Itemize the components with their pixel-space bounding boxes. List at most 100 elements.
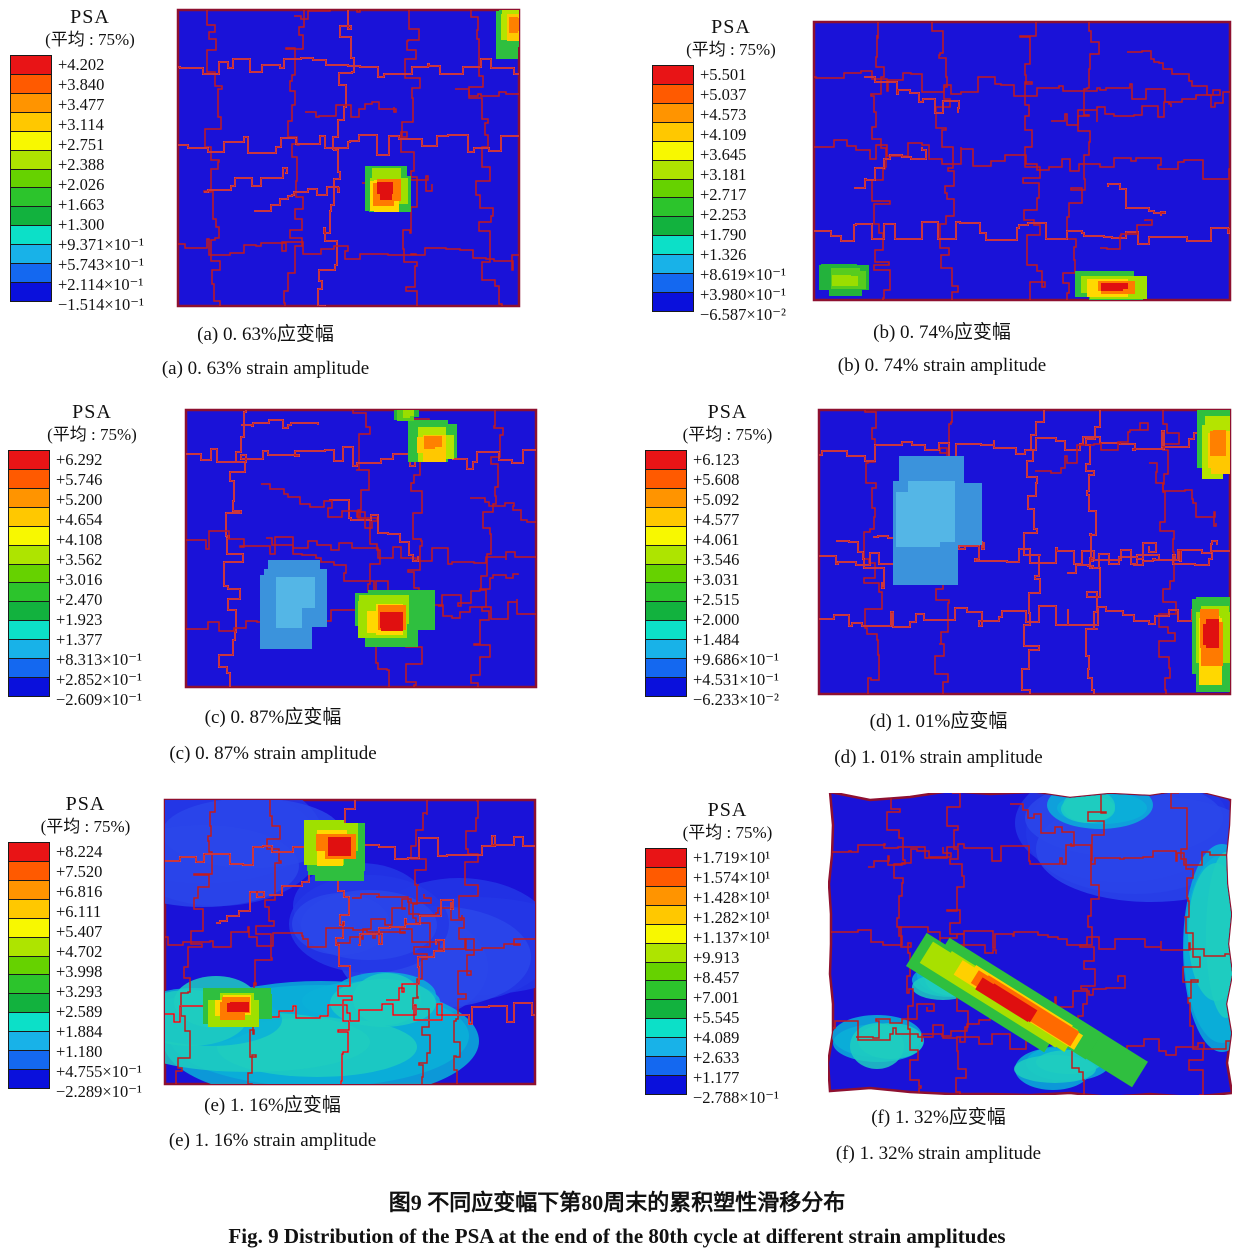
legend-value: +5.501 — [700, 65, 747, 84]
legend-f: PSA (平均 : 75%) +1.719×10¹ +1.574×10¹ +1.42… — [645, 798, 810, 1107]
panel-b: PSA (平均 : 75%) +5.501 +5.037 +4.573 +4.109 +… — [652, 5, 1232, 397]
legend-scale: +1.719×10¹ +1.574×10¹ +1.428×10¹ +1.282×10¹… — [645, 848, 810, 1107]
legend-color-swatch — [11, 111, 51, 131]
legend-color-swatch — [653, 140, 693, 160]
legend-value: +5.545 — [693, 1008, 740, 1027]
contour-plot-a — [176, 8, 521, 308]
legend-value: +8.457 — [693, 968, 740, 987]
legend-value: +2.000 — [693, 610, 740, 629]
panel-f: PSA (平均 : 75%) +1.719×10¹ +1.574×10¹ +1.42… — [645, 790, 1232, 1202]
legend-scale: +4.202 +3.840 +3.477 +3.114 +2.751 +2.388 +2.0… — [10, 55, 170, 314]
legend-value: +2.751 — [58, 135, 105, 154]
legend-value: +3.546 — [693, 550, 740, 569]
legend-color-swatch — [653, 292, 693, 311]
legend-value: +1.377 — [56, 630, 103, 649]
legend-value: +5.608 — [693, 470, 740, 489]
panel-caption-zh: (f) 1. 32%应变幅 — [871, 1107, 1006, 1128]
legend-colorbar — [645, 848, 687, 1095]
contour-plot-f — [828, 793, 1232, 1095]
legend-value: −6.587×10⁻² — [700, 305, 786, 324]
legend-color-swatch — [9, 487, 49, 507]
legend-color-swatch — [653, 235, 693, 255]
legend-value: +7.001 — [693, 988, 740, 1007]
legend-color-swatch — [646, 866, 686, 886]
legend-colorbar — [8, 842, 50, 1089]
panel-caption-en: (e) 1. 16% strain amplitude — [168, 1130, 377, 1151]
legend-color-swatch — [9, 843, 49, 861]
legend-color-swatch — [9, 506, 49, 526]
legend-color-swatch — [11, 187, 51, 207]
legend-color-swatch — [646, 1075, 686, 1094]
legend-value: +3.016 — [56, 570, 103, 589]
legend-values: +8.224 +7.520 +6.816 +6.111 +5.407 +4.702 +3.9… — [56, 842, 142, 1101]
legend-value: +8.619×10⁻¹ — [700, 265, 786, 284]
legend-color-swatch — [11, 244, 51, 264]
legend-scale: +5.501 +5.037 +4.573 +4.109 +3.645 +3.181 +2.7… — [652, 65, 810, 324]
legend-color-swatch — [646, 582, 686, 602]
legend-value: +2.515 — [693, 590, 740, 609]
legend-values: +6.123 +5.608 +5.092 +4.577 +4.061 +3.546 +3.0… — [693, 450, 779, 709]
legend-value: +5.200 — [56, 490, 103, 509]
legend-color-swatch — [653, 216, 693, 236]
legend-title: PSA — [72, 401, 112, 423]
legend-title: PSA — [707, 401, 748, 423]
legend-value: +7.520 — [56, 862, 103, 881]
legend-a: PSA (平均 : 75%) +4.202 +3.840 +3.477 +3.114 +… — [10, 5, 170, 314]
legend-value: +6.816 — [56, 882, 103, 901]
legend-value: +8.224 — [56, 842, 103, 861]
legend-color-swatch — [11, 225, 51, 245]
legend-value: +1.719×10¹ — [693, 848, 771, 867]
legend-colorbar — [652, 65, 694, 312]
legend-value: +2.589 — [56, 1002, 103, 1021]
legend-value: +4.702 — [56, 942, 103, 961]
legend-color-swatch — [11, 92, 51, 112]
panel-c: PSA (平均 : 75%) +6.292 +5.746 +5.200 +4.654 +… — [8, 400, 538, 796]
figure-caption-zh: 图9 不同应变幅下第80周末的累积塑性滑移分布 — [388, 1190, 846, 1215]
legend-color-swatch — [653, 273, 693, 293]
legend-scale: +6.292 +5.746 +5.200 +4.654 +4.108 +3.562 +3.0… — [8, 450, 176, 709]
legend-color-swatch — [11, 263, 51, 283]
legend-color-swatch — [646, 677, 686, 696]
legend-value: +4.573 — [700, 105, 747, 124]
legend-b: PSA (平均 : 75%) +5.501 +5.037 +4.573 +4.109 +… — [652, 15, 810, 324]
legend-colorbar — [8, 450, 50, 697]
legend-color-swatch — [9, 544, 49, 564]
legend-value: +3.562 — [56, 550, 103, 569]
legend-value: +4.089 — [693, 1028, 740, 1047]
legend-value: +4.202 — [58, 55, 105, 74]
legend-color-swatch — [9, 898, 49, 918]
legend-value: +6.292 — [56, 450, 103, 469]
legend-value: +5.092 — [693, 490, 740, 509]
legend-c: PSA (平均 : 75%) +6.292 +5.746 +5.200 +4.654 +… — [8, 400, 176, 709]
panel-caption-en: (b) 0. 74% strain amplitude — [837, 355, 1047, 376]
legend-value: +9.686×10⁻¹ — [693, 650, 779, 669]
legend-value: +1.180 — [56, 1042, 103, 1061]
legend-subtitle: (平均 : 75%) — [686, 40, 776, 59]
legend-color-swatch — [646, 525, 686, 545]
legend-value: +5.407 — [56, 922, 103, 941]
contour-plot-c — [184, 408, 538, 689]
panel-caption-en: (c) 0. 87% strain amplitude — [169, 743, 377, 764]
legend-color-swatch — [653, 178, 693, 198]
legend-subtitle: (平均 : 75%) — [47, 425, 137, 444]
legend-value: +3.031 — [693, 570, 740, 589]
legend-color-swatch — [9, 974, 49, 994]
legend-value: +9.371×10⁻¹ — [58, 235, 144, 254]
legend-color-swatch — [646, 942, 686, 962]
panel-caption-zh: (a) 0. 63%应变幅 — [197, 324, 334, 345]
legend-value: −2.289×10⁻¹ — [56, 1082, 142, 1101]
legend-color-swatch — [653, 121, 693, 141]
legend-color-swatch — [9, 955, 49, 975]
panel-caption-zh: (e) 1. 16%应变幅 — [204, 1095, 341, 1116]
legend-title: PSA — [65, 793, 106, 815]
legend-color-swatch — [653, 159, 693, 179]
legend-value: +4.109 — [700, 125, 747, 144]
panel-d: PSA (平均 : 75%) +6.123 +5.608 +5.092 +4.577 +… — [645, 400, 1232, 796]
panel-e: PSA (平均 : 75%) +8.224 +7.520 +6.816 +6.111 +… — [8, 790, 537, 1190]
legend-value: −2.609×10⁻¹ — [56, 690, 142, 709]
legend-value: +4.755×10⁻¹ — [56, 1062, 142, 1081]
legend-title: PSA — [70, 6, 110, 28]
legend-color-swatch — [646, 601, 686, 621]
legend-value: +1.574×10¹ — [693, 868, 771, 887]
legend-value: +3.114 — [58, 115, 104, 134]
